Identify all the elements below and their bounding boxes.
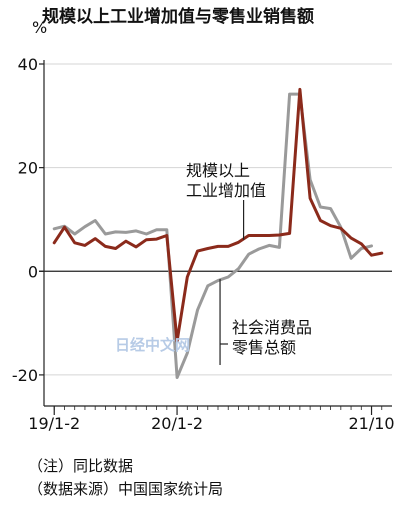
annotation-industrial-line: 规模以上 <box>186 161 250 180</box>
note-line-1: （注）同比数据 <box>28 457 134 475</box>
series-line-industrial <box>52 87 384 343</box>
y-axis-unit: % <box>32 18 48 37</box>
y-tick-labels: 40 20 0 -20 <box>12 55 44 385</box>
y-tick-label: 40 <box>18 55 38 74</box>
annotation-retail-line: 社会消费品 <box>232 318 312 337</box>
x-tick-label: 20/1-2 <box>151 414 203 433</box>
series-line-retail <box>52 92 373 379</box>
series-lines <box>52 87 384 379</box>
line-chart: 40 20 0 -20 19/1-2 20/1-2 21/10 规模以上工业增加值社会消费… <box>12 55 395 433</box>
x-axis: 19/1-2 20/1-2 21/10 <box>28 60 395 433</box>
y-gridlines <box>44 63 392 376</box>
chart-title: 规模以上工业增加值与零售业销售额 <box>42 7 314 27</box>
y-tick-label: -20 <box>12 366 38 385</box>
annotation-retail: 社会消费品零售总额 <box>232 318 312 357</box>
annotation-retail-line: 零售总额 <box>232 338 296 357</box>
x-tick-label: 19/1-2 <box>28 414 80 433</box>
x-tick-label: 21/10 <box>348 414 394 433</box>
watermark-text: 日经中文网 <box>115 336 190 354</box>
y-tick-label: 20 <box>18 159 38 178</box>
annotation-industrial-line: 工业增加值 <box>186 181 266 200</box>
note-line-2: （数据来源）中国国家统计局 <box>28 480 224 498</box>
annotation-industrial: 规模以上工业增加值 <box>186 161 266 200</box>
y-tick-label: 0 <box>28 262 38 281</box>
